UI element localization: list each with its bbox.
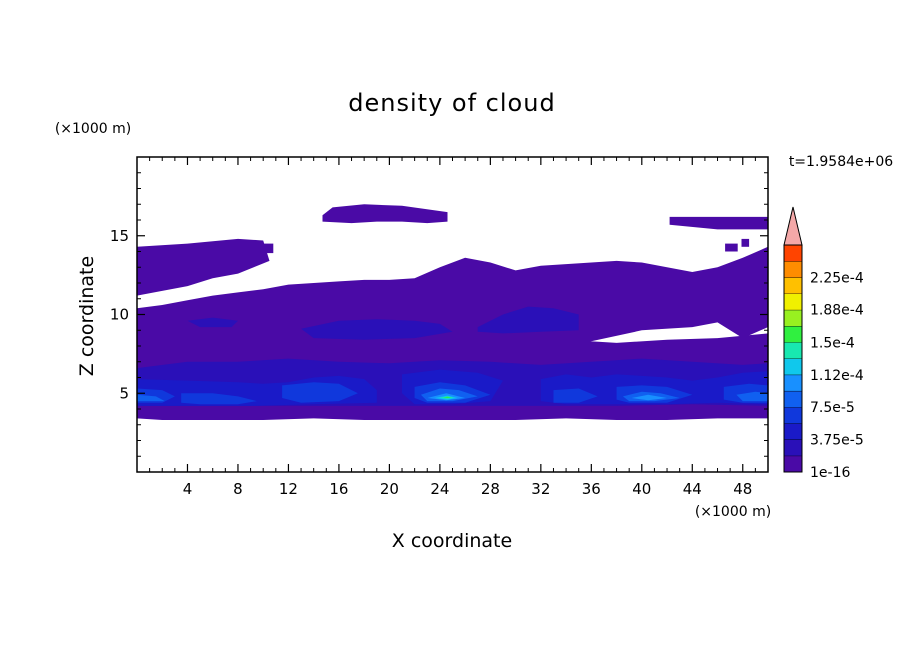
contour-region-6 [137, 246, 768, 353]
contour-region-5 [741, 238, 750, 247]
chart-title: density of cloud [348, 89, 555, 117]
contour-fill-layer [137, 204, 768, 420]
x-tick-label-4: 4 [183, 480, 193, 498]
contour-region-0 [137, 238, 270, 296]
contour-region-1 [258, 243, 274, 254]
colorbar-label: 1e-16 [810, 465, 850, 481]
contour-region-9 [187, 317, 238, 328]
colorbar-band-11 [784, 277, 802, 294]
colorbar-band-12 [784, 261, 802, 278]
colorbar-label: 3.75e-5 [810, 433, 864, 449]
x-axis-label: X coordinate [392, 530, 512, 552]
y-tick-label-10: 10 [110, 306, 129, 324]
y-axis-ticks: 5 10 15 [110, 172, 768, 457]
x-tick-label-20: 20 [380, 480, 399, 498]
x-tick-label-28: 28 [481, 480, 500, 498]
x-tick-label-44: 44 [683, 480, 702, 498]
contour-region-2 [322, 204, 448, 224]
colorbar-label: 1.5e-4 [810, 335, 855, 351]
colorbar-band-6 [784, 358, 802, 375]
x-tick-label-24: 24 [430, 480, 449, 498]
contour-region-4 [725, 243, 738, 252]
contour-region-17 [282, 382, 358, 403]
colorbar-label: 1.88e-4 [810, 302, 864, 318]
y-axis-unit: (×1000 m) [55, 121, 131, 137]
y-axis-label: Z coordinate [76, 256, 98, 376]
colorbar-label: 7.5e-5 [810, 400, 855, 416]
colorbar-band-9 [784, 309, 802, 327]
contour-region-8 [477, 306, 579, 334]
colorbar-band-2 [784, 423, 802, 440]
y-tick-label-15: 15 [110, 227, 129, 245]
colorbar-label: 2.25e-4 [810, 270, 864, 286]
colorbar-overflow-arrow [783, 206, 803, 246]
y-tick-label-5: 5 [119, 384, 129, 402]
time-label: t=1.9584e+06 [789, 154, 893, 170]
colorbar: 1e-16 3.75e-5 7.5e-5 1.12e-4 1.5e-4 1.88e-4 2.… [783, 206, 864, 481]
x-axis-ticks: 4 8 12 16 20 24 28 32 36 40 44 48 [149, 157, 756, 498]
colorbar-band-3 [784, 407, 802, 424]
x-tick-label-12: 12 [279, 480, 298, 498]
colorbar-band-8 [784, 326, 802, 343]
contour-region-27 [631, 394, 667, 401]
x-tick-label-16: 16 [329, 480, 348, 498]
contour-region-19 [553, 388, 598, 403]
colorbar-band-13 [784, 245, 802, 262]
colorbar-band-5 [784, 374, 802, 391]
colorbar-band-7 [784, 342, 802, 359]
colorbar-band-0 [784, 455, 802, 472]
x-tick-label-36: 36 [582, 480, 601, 498]
contour-region-16 [181, 393, 257, 405]
contour-region-24 [137, 394, 165, 402]
colorbar-band-10 [784, 293, 802, 310]
x-tick-label-40: 40 [632, 480, 651, 498]
x-tick-label-8: 8 [233, 480, 243, 498]
colorbar-band-4 [784, 390, 802, 408]
x-tick-label-48: 48 [733, 480, 752, 498]
colorbar-label: 1.12e-4 [810, 368, 864, 384]
contour-region-30 [443, 396, 452, 398]
contour-region-25 [736, 391, 768, 402]
x-tick-label-32: 32 [531, 480, 550, 498]
contour-region-3 [669, 216, 768, 230]
colorbar-band-1 [784, 439, 802, 456]
contour-region-10 [301, 319, 453, 340]
x-axis-unit: (×1000 m) [695, 504, 771, 520]
